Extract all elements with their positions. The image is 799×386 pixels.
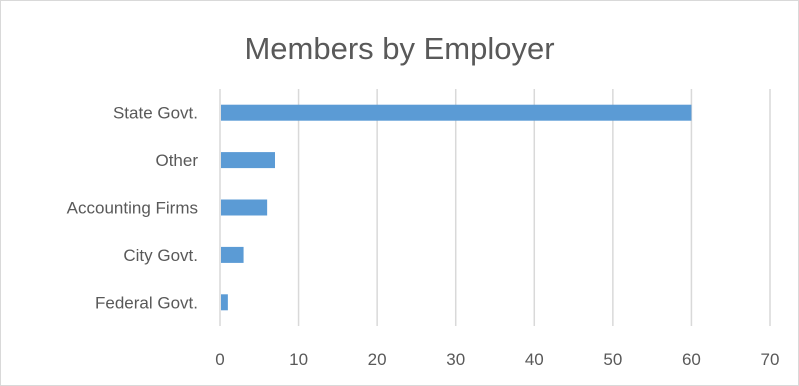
x-tick-label-60: 60: [682, 350, 701, 369]
bar-3: [221, 199, 268, 216]
x-tick-label-0: 0: [215, 350, 224, 369]
bar-5: [221, 294, 228, 311]
x-tick-label-30: 30: [446, 350, 465, 369]
x-tick-label-70: 70: [761, 350, 780, 369]
x-tick-label-10: 10: [289, 350, 308, 369]
category-label-1: State Govt.: [113, 104, 198, 123]
category-label-4: City Govt.: [123, 246, 198, 265]
bar-1: [221, 104, 692, 121]
bar-2: [221, 152, 275, 169]
category-label-5: Federal Govt.: [95, 293, 198, 312]
bar-4: [221, 246, 244, 263]
x-tick-label-20: 20: [368, 350, 387, 369]
x-tick-label-50: 50: [603, 350, 622, 369]
category-label-3: Accounting Firms: [67, 199, 198, 218]
x-tick-label-40: 40: [525, 350, 544, 369]
chart-title: Members by Employer: [244, 31, 555, 66]
category-label-2: Other: [155, 151, 198, 170]
